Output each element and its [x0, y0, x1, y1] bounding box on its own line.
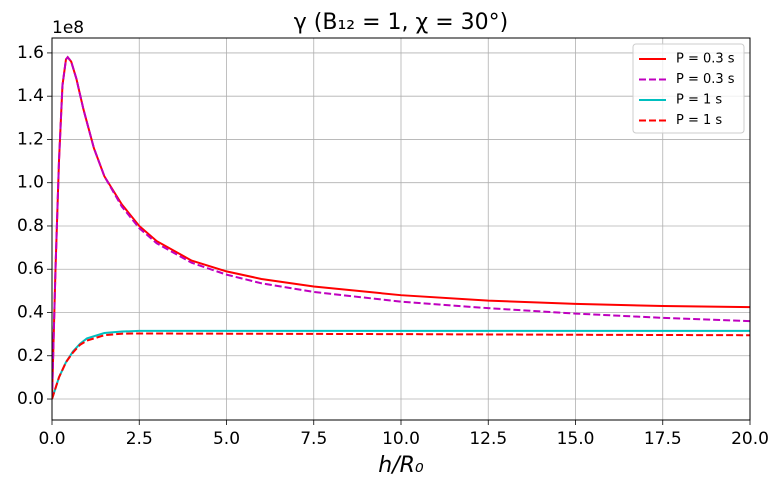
plot-frame — [51, 37, 751, 421]
x-tick-label: 12.5 — [469, 429, 507, 449]
x-axis-label: h/R₀ — [378, 453, 424, 478]
y-tick-label: 0.0 — [17, 389, 44, 409]
chart-title: γ (B₁₂ = 1, χ = 30°) — [294, 10, 508, 35]
series-line — [52, 332, 750, 400]
x-tick-label: 17.5 — [644, 429, 682, 449]
legend-label: P = 1 s — [676, 113, 722, 128]
x-tick-label: 2.5 — [126, 429, 153, 449]
x-tick-label: 7.5 — [300, 429, 327, 449]
y-tick-label: 0.4 — [17, 302, 44, 322]
y-tick-label: 0.2 — [17, 346, 44, 366]
y-tick-label: 0.8 — [17, 216, 44, 236]
x-tick-label: 0.0 — [38, 429, 65, 449]
y-tick-label: 0.6 — [17, 259, 44, 279]
legend-box — [632, 43, 745, 134]
legend-label: P = 0.3 s — [676, 72, 735, 87]
y-tick-label: 1.0 — [17, 173, 44, 193]
y-tick-label: 1.6 — [17, 43, 44, 63]
legend-label: P = 0.3 s — [676, 52, 735, 67]
x-tick-label: 15.0 — [557, 429, 595, 449]
y-tick-label: 1.4 — [17, 86, 44, 106]
y-tick-label: 1.2 — [17, 129, 44, 149]
x-tick-label: 5.0 — [213, 429, 240, 449]
series-line — [52, 55, 750, 400]
legend-label: P = 1 s — [676, 93, 722, 108]
x-tick-label: 20.0 — [731, 429, 769, 449]
x-tick-label: 10.0 — [382, 429, 420, 449]
y-offset-label: 1e8 — [52, 18, 84, 38]
